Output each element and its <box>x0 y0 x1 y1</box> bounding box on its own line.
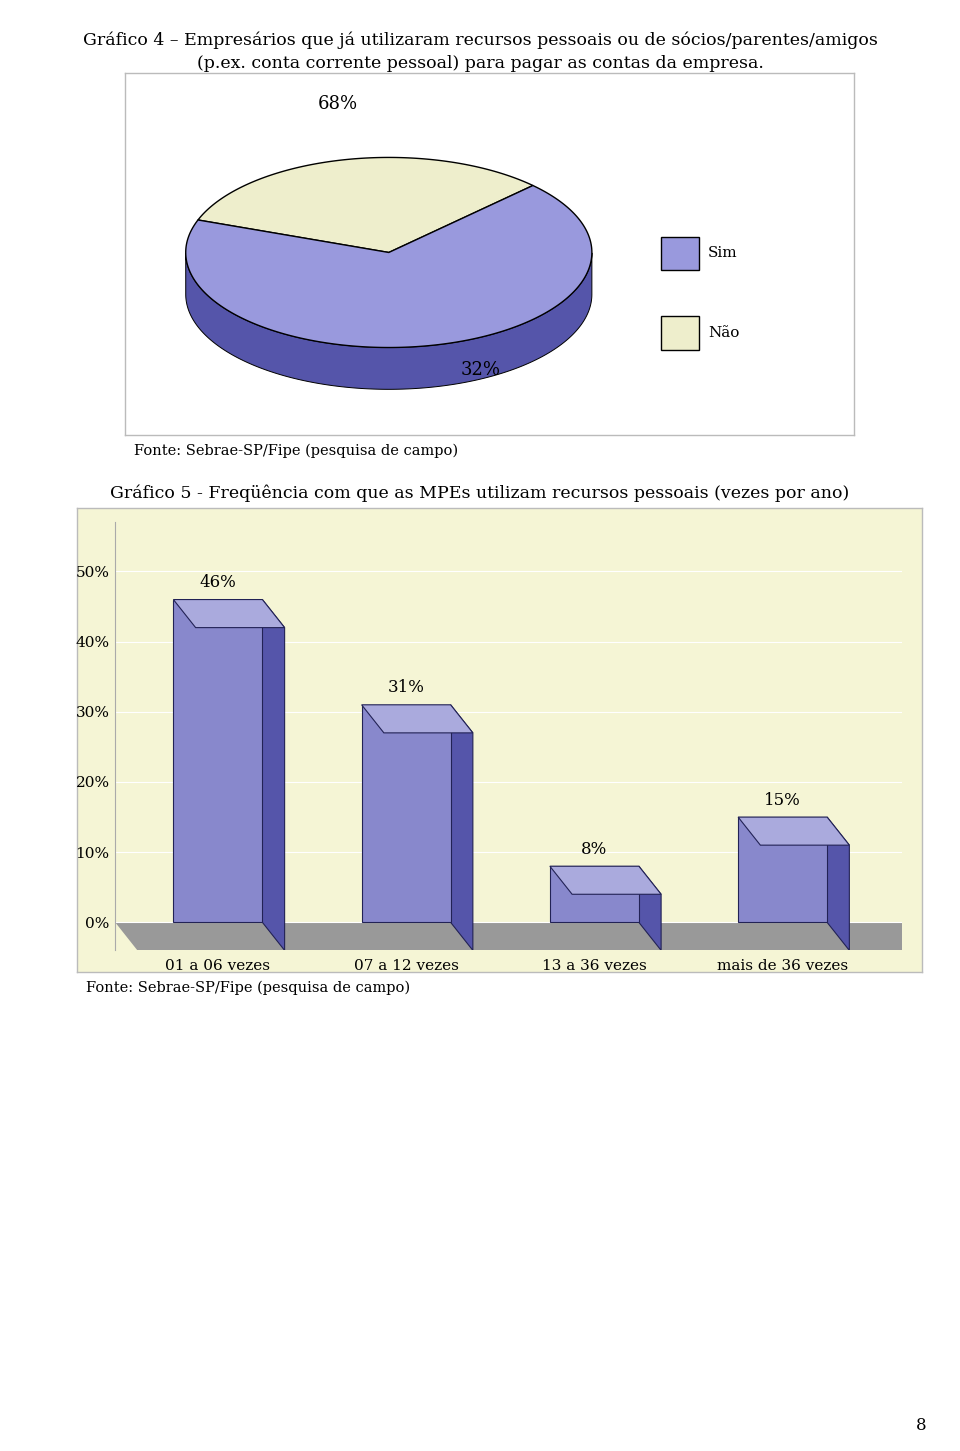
Text: 68%: 68% <box>318 96 358 113</box>
FancyBboxPatch shape <box>661 316 700 350</box>
Text: 46%: 46% <box>200 575 236 591</box>
Text: Fonte: Sebrae-SP/Fipe (pesquisa de campo): Fonte: Sebrae-SP/Fipe (pesquisa de campo… <box>134 444 459 459</box>
Polygon shape <box>828 817 850 950</box>
Polygon shape <box>450 705 473 950</box>
Polygon shape <box>638 866 661 950</box>
Polygon shape <box>550 866 661 894</box>
Text: Gráfico 4 – Empresários que já utilizaram recursos pessoais ou de sócios/parente: Gráfico 4 – Empresários que já utilizara… <box>83 32 877 49</box>
Polygon shape <box>185 186 592 347</box>
Text: Não: Não <box>708 325 739 340</box>
Polygon shape <box>262 599 284 950</box>
Polygon shape <box>362 705 450 923</box>
Text: Sim: Sim <box>708 247 737 261</box>
Polygon shape <box>362 705 473 733</box>
Polygon shape <box>185 252 592 389</box>
Text: Gráfico 5 - Freqüência com que as MPEs utilizam recursos pessoais (vezes por ano: Gráfico 5 - Freqüência com que as MPEs u… <box>110 485 850 502</box>
Polygon shape <box>174 599 284 628</box>
Polygon shape <box>550 866 638 923</box>
Text: 32%: 32% <box>460 361 500 379</box>
Polygon shape <box>738 817 828 923</box>
Text: (p.ex. conta corrente pessoal) para pagar as contas da empresa.: (p.ex. conta corrente pessoal) para paga… <box>197 55 763 73</box>
Polygon shape <box>115 923 924 950</box>
Text: 31%: 31% <box>388 679 424 696</box>
Polygon shape <box>174 599 262 923</box>
Text: Fonte: Sebrae-SP/Fipe (pesquisa de campo): Fonte: Sebrae-SP/Fipe (pesquisa de campo… <box>86 981 411 995</box>
Text: 15%: 15% <box>764 792 801 808</box>
Text: 8%: 8% <box>581 840 608 858</box>
Polygon shape <box>198 158 533 252</box>
Text: 8: 8 <box>916 1416 926 1434</box>
Polygon shape <box>738 817 850 844</box>
FancyBboxPatch shape <box>661 237 700 270</box>
